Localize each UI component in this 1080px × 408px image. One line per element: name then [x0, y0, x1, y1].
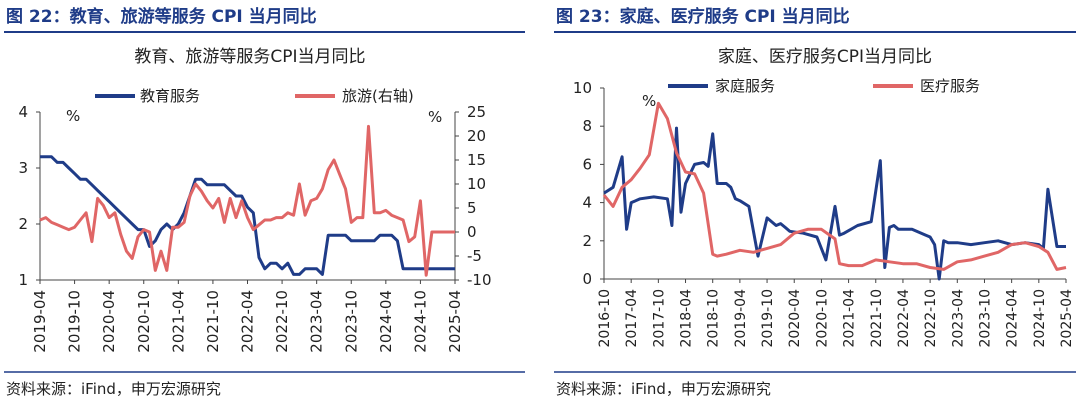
y2-tick-label: 20 [467, 127, 486, 145]
x-tick-label: 2020-10 [814, 289, 830, 348]
y2-tick-label: 10 [467, 175, 486, 193]
x-tick-label: 2019-10 [760, 289, 776, 348]
y-tick-label: 3 [18, 159, 28, 177]
x-tick-label: 2023-10 [342, 290, 360, 353]
figure-title-1: 图 22：教育、旅游等服务 CPI 当月同比 [6, 6, 317, 27]
x-tick-label: 2019-04 [733, 289, 749, 348]
y-unit-label: % [642, 92, 656, 110]
y2-tick-label: -10 [467, 271, 492, 289]
x-tick-label: 2021-10 [869, 289, 885, 348]
y-tick-label: 4 [582, 194, 592, 212]
x-tick-label: 2022-04 [896, 289, 912, 348]
x-tick-label: 2019-04 [31, 290, 49, 353]
series-line-2 [602, 101, 1067, 271]
y2-tick-label: 25 [467, 103, 486, 121]
x-tick-label: 2024-04 [377, 290, 395, 353]
x-tick-label: 2020-04 [787, 289, 803, 348]
x-tick-label: 2023-04 [950, 289, 966, 348]
chart-household-medical: 家庭、医疗服务CPI当月同比 0 2 4 6 8 10% 2016-10 2017-04 2017… [573, 47, 1075, 348]
y2-tick-label: 5 [467, 199, 477, 217]
x-tick-label: 2017-04 [624, 289, 640, 348]
y-tick-label: 2 [582, 232, 592, 250]
series-line-1 [40, 155, 455, 276]
y-tick-label: 2 [18, 215, 28, 233]
x-tick-label: 2023-04 [308, 290, 326, 353]
chart-education-tourism: 教育、旅游等服务CPI当月同比 1 2 3 4 -10 -5 0 5 10 15 20 25% % 2019… [18, 47, 491, 353]
y2-unit-label: % [428, 108, 442, 126]
figure-title-2: 图 23：家庭、医疗服务 CPI 当月同比 [556, 6, 850, 27]
source-note-1: 资料来源：iFind，申万宏源研究 [6, 380, 221, 398]
x-tick-label: 2025-04 [446, 290, 464, 353]
x-tick-label: 2022-04 [239, 290, 257, 353]
y2-tick-label: 0 [467, 223, 477, 241]
series-line-2 [39, 124, 455, 277]
x-tick-label: 2018-04 [679, 289, 695, 348]
y-unit-label: % [66, 107, 80, 125]
x-tick-label: 2022-10 [273, 290, 291, 353]
y2-tick-label: 15 [467, 151, 486, 169]
panel-2: 图 23：家庭、医疗服务 CPI 当月同比 资料来源：iFind，申万宏源研究 [554, 6, 1076, 398]
y-tick-label: 6 [582, 155, 592, 173]
y-tick-label: 1 [18, 271, 28, 289]
x-tick-label: 2020-04 [100, 290, 118, 353]
series-line-1 [603, 126, 1066, 281]
legend-label-1: 家庭服务 [715, 77, 775, 95]
panel-1: 图 22：教育、旅游等服务 CPI 当月同比 资料来源：iFind，申万宏源研究 [4, 6, 525, 398]
x-tick-label: 2020-10 [135, 290, 153, 353]
chart-title: 教育、旅游等服务CPI当月同比 [134, 47, 365, 67]
x-tick-label: 2024-04 [1005, 289, 1021, 348]
y-tick-label: 0 [582, 270, 592, 288]
y2-tick-label: -5 [467, 247, 482, 265]
y-tick-label: 8 [582, 117, 592, 135]
y-tick-label: 4 [18, 103, 28, 121]
source-note-2: 资料来源：iFind，申万宏源研究 [556, 380, 771, 398]
x-tick-label: 2019-10 [66, 290, 84, 353]
x-tick-label: 2021-04 [169, 290, 187, 353]
x-tick-label: 2025-04 [1059, 289, 1075, 348]
x-tick-label: 2022-10 [923, 289, 939, 348]
x-tick-label: 2024-10 [1032, 289, 1048, 348]
legend-label-2: 医疗服务 [920, 77, 980, 95]
x-tick-label: 2016-10 [597, 289, 613, 348]
x-tick-label: 2021-04 [842, 289, 858, 348]
legend-label-1: 教育服务 [140, 87, 200, 105]
x-tick-label: 2018-10 [706, 289, 722, 348]
y-tick-label: 10 [573, 79, 592, 97]
x-tick-label: 2017-10 [651, 289, 667, 348]
chart-title: 家庭、医疗服务CPI当月同比 [718, 47, 932, 67]
x-tick-label: 2024-10 [411, 290, 429, 353]
x-tick-label: 2021-10 [204, 290, 222, 353]
legend-label-2: 旅游(右轴) [342, 87, 414, 105]
x-tick-label: 2023-10 [977, 289, 993, 348]
